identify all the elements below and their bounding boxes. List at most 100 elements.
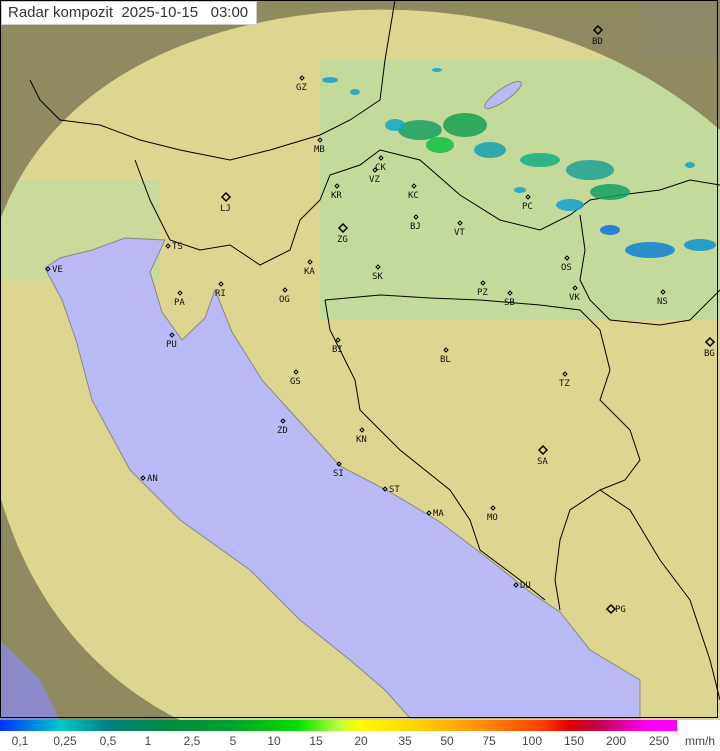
city-label: PC: [522, 202, 533, 212]
rain-echo: [443, 113, 487, 137]
diamond-icon: [443, 347, 449, 353]
city-label: SB: [504, 298, 515, 308]
city-label: BG: [704, 349, 715, 359]
city-label: PA: [174, 298, 185, 308]
rain-echo: [322, 77, 338, 83]
city-marker-mo: MO: [487, 505, 498, 523]
diamond-icon: [280, 418, 286, 424]
map-frame: [0, 0, 718, 718]
diamond-icon: [359, 427, 365, 433]
rain-echo: [398, 120, 442, 140]
city-marker-pg: PG: [605, 603, 626, 615]
map-title: Radar kompozit 2025-10-15 03:00: [1, 1, 258, 25]
diamond-icon: [177, 290, 183, 296]
city-marker-pu: PU: [166, 332, 177, 350]
city-marker-sk: SK: [372, 264, 383, 282]
precipitation-color-scale: [0, 720, 677, 731]
radar-map[interactable]: GZ BD MB CK VZ KR KC PC LJ ZG BJ VT TS RI VE PA KA SK OS PZ…: [0, 0, 720, 720]
rain-echo: [600, 225, 620, 235]
diamond-icon: [372, 167, 378, 173]
adriatic-sea: [44, 237, 641, 719]
rain-echo: [556, 199, 584, 211]
diamond-icon: [317, 137, 323, 143]
diamond-icon: [704, 336, 716, 348]
legend-label: 0,1: [11, 734, 29, 748]
diamond-icon: [592, 24, 604, 36]
rain-echo: [432, 68, 442, 72]
diamond-icon: [490, 505, 496, 511]
legend-label: 10: [267, 734, 281, 748]
diamond-icon: [307, 259, 313, 265]
outside-top-right: [640, 0, 720, 60]
rain-echo: [426, 137, 454, 153]
diamond-icon: [507, 290, 513, 296]
city-marker-zg: ZG: [337, 222, 349, 245]
city-marker-pz: PZ: [477, 280, 488, 298]
city-marker-sa: SA: [537, 444, 549, 467]
city-label: KR: [331, 191, 342, 201]
city-label: KC: [408, 191, 419, 201]
legend-label: 20: [354, 734, 368, 748]
city-marker-gs: GS: [290, 369, 301, 387]
city-marker-tz: TZ: [559, 371, 570, 389]
diamond-icon: [218, 281, 224, 287]
diamond-icon: [378, 155, 384, 161]
rain-echo: [514, 187, 526, 193]
diamond-icon: [564, 255, 570, 261]
legend-label: 100: [521, 734, 543, 748]
city-marker-sb: SB: [504, 290, 515, 308]
diamond-icon: [337, 222, 349, 234]
city-label: KA: [304, 267, 315, 277]
precipitation-echoes: [322, 68, 716, 258]
city-label: ZD: [277, 426, 288, 436]
city-label: NS: [657, 297, 668, 307]
city-label: MB: [314, 145, 325, 155]
city-marker-st: ST: [382, 485, 400, 495]
city-marker-mb: MB: [314, 137, 325, 155]
diamond-icon: [537, 444, 549, 456]
legend-label: 50: [440, 734, 454, 748]
diamond-icon: [382, 486, 388, 492]
diamond-icon: [336, 461, 342, 467]
legend-labels: 0,1 0,25 0,5 1 2,5 5 10 15 20 35 50 75 100 150 200 250 m…: [0, 734, 720, 751]
city-label: VZ: [369, 175, 380, 185]
city-marker-bl: BL: [440, 347, 451, 365]
city-label: MA: [433, 509, 444, 519]
city-label: BJ: [410, 222, 421, 232]
city-label: SK: [372, 272, 383, 282]
city-marker-zd: ZD: [277, 418, 288, 436]
lake-balaton: [484, 80, 522, 110]
city-label: VE: [52, 265, 63, 275]
city-label: LJ: [220, 204, 231, 214]
city-label: PZ: [477, 288, 488, 298]
city-marker-kc: KC: [408, 183, 419, 201]
city-marker-ck: CK: [375, 155, 386, 173]
diamond-icon: [140, 475, 146, 481]
legend-label: 15: [309, 734, 323, 748]
diamond-icon: [411, 183, 417, 189]
diamond-icon: [220, 191, 232, 203]
rain-echo: [520, 153, 560, 167]
city-markers: GZ BD MB CK VZ KR KC PC LJ ZG BJ VT TS RI VE PA KA SK OS PZ…: [45, 24, 716, 615]
city-label: BD: [592, 37, 603, 47]
diamond-icon: [293, 369, 299, 375]
city-marker-ka: KA: [304, 259, 315, 277]
diamond-icon: [335, 337, 341, 343]
city-label: VT: [454, 228, 465, 238]
city-marker-bg: BG: [704, 336, 716, 359]
legend-label: 75: [482, 734, 496, 748]
city-marker-du: DU: [513, 581, 531, 591]
city-label: ST: [389, 485, 400, 495]
diamond-icon: [572, 285, 578, 291]
city-label: AN: [147, 474, 158, 484]
rain-echo: [684, 239, 716, 251]
city-marker-ns: NS: [657, 289, 668, 307]
legend-label: 250: [648, 734, 670, 748]
legend-label: 0,25: [53, 734, 77, 748]
city-marker-lj: LJ: [220, 191, 232, 214]
city-marker-bd: BD: [592, 24, 604, 47]
diamond-icon: [413, 214, 419, 220]
rain-echo: [566, 160, 614, 180]
diamond-icon: [334, 183, 340, 189]
diamond-icon: [282, 287, 288, 293]
